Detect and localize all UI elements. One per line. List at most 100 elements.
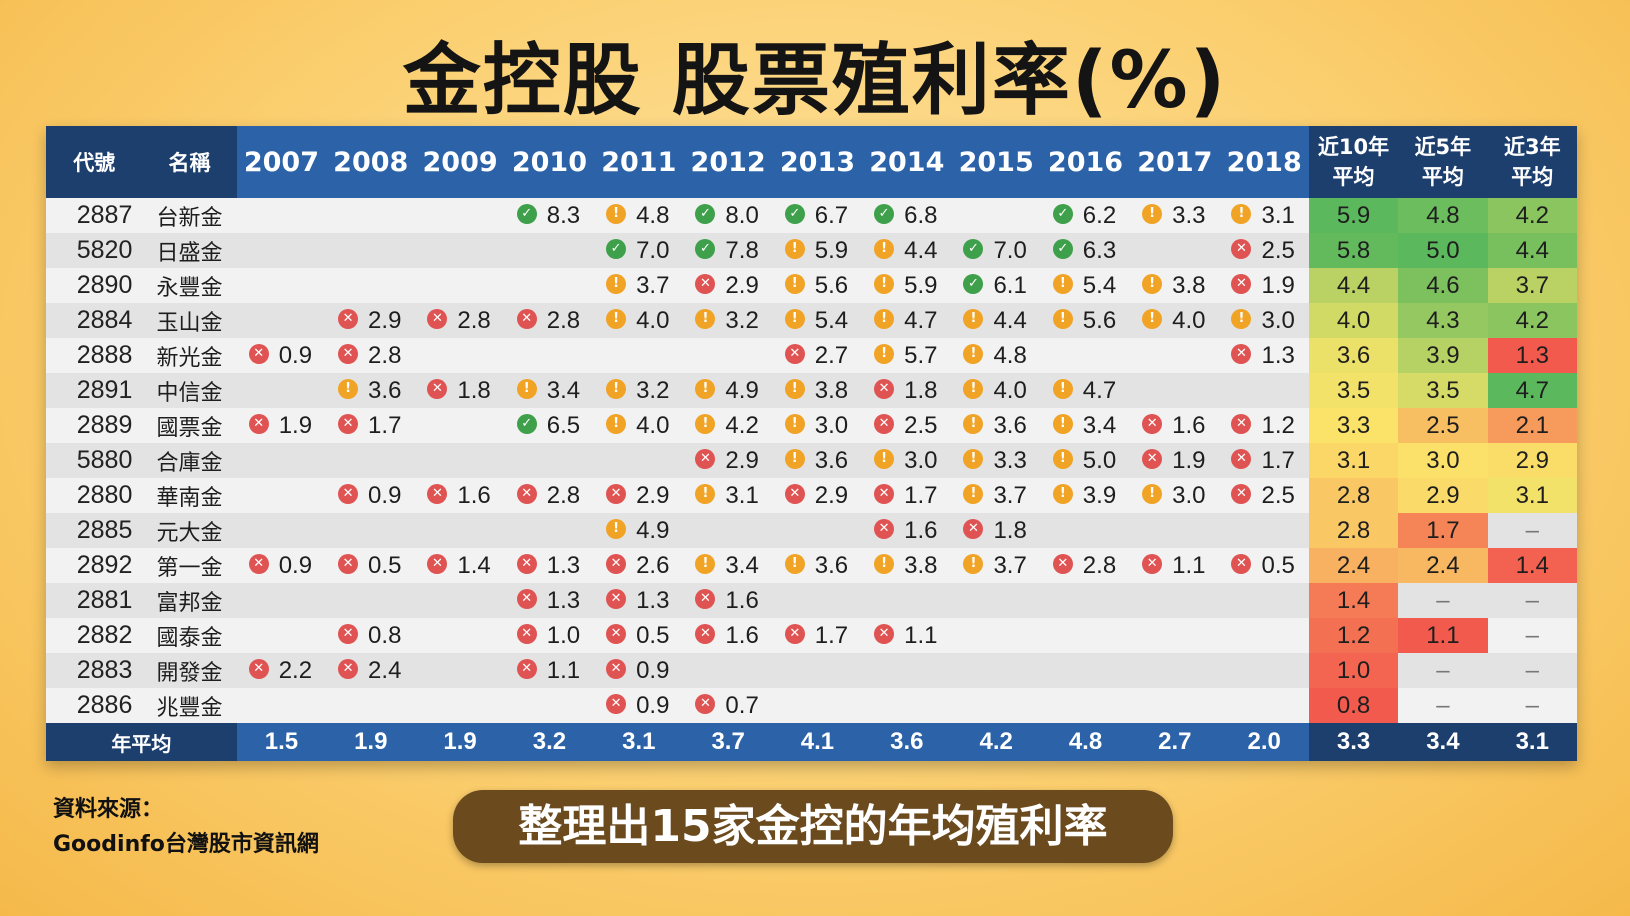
yield-cell: [415, 688, 505, 723]
yield-cell: ! 3.4: [683, 548, 773, 583]
stock-code: 2882: [46, 618, 143, 653]
yield-cell: [504, 688, 595, 723]
yield-cell: [594, 443, 684, 478]
yield-cell: ! 3.0: [862, 443, 952, 478]
stock-code: 2892: [46, 548, 143, 583]
yield-cell: [504, 338, 595, 373]
stock-code: 5880: [46, 443, 143, 478]
yield-value: 3.0: [904, 446, 938, 474]
average-cell: –: [1487, 513, 1577, 548]
yield-cell: ✕ 1.0: [504, 618, 595, 653]
yield-cell: ! 3.7: [951, 478, 1041, 513]
bad-icon: ✕: [427, 484, 448, 505]
good-icon: ✓: [963, 239, 984, 260]
yield-value: 0.5: [1261, 551, 1295, 579]
yield-cell: ✓ 7.8: [683, 233, 773, 268]
yield-cell: [326, 233, 416, 268]
table-row: 2886 兆豐金 ✕ 0.9 ✕ 0.7 0.8– –: [46, 688, 1577, 723]
bad-icon: ✕: [695, 274, 716, 295]
average-cell: 2.9: [1487, 443, 1577, 478]
average-cell: 1.1: [1398, 618, 1488, 653]
warn-icon: !: [1052, 309, 1073, 330]
yield-cell: ! 5.4: [772, 303, 863, 338]
yield-cell: ✕ 1.7: [1219, 443, 1309, 478]
stock-code: 2890: [46, 268, 143, 303]
bad-icon: ✕: [874, 379, 895, 400]
yield-value: 4.9: [725, 376, 759, 404]
yield-value: 1.6: [904, 516, 938, 544]
average-cell: 3.3: [1308, 408, 1399, 443]
yield-value: 2.8: [546, 481, 581, 509]
yield-cell: ✕ 0.5: [1219, 548, 1309, 583]
bad-icon: ✕: [606, 484, 627, 505]
yield-value: 1.3: [546, 586, 581, 614]
yield-cell: [1130, 688, 1220, 723]
yield-cell: [1219, 513, 1309, 548]
bad-icon: ✕: [1231, 274, 1252, 295]
yield-value: 1.6: [725, 586, 759, 614]
yield-value: 4.0: [636, 306, 670, 334]
stock-name: 富邦金: [142, 583, 237, 618]
yield-value: 2.5: [904, 411, 938, 439]
yield-cell: [415, 583, 505, 618]
warn-icon: !: [784, 414, 805, 435]
yield-value: 3.6: [368, 376, 402, 404]
bad-icon: ✕: [695, 694, 716, 715]
average-cell: 2.8: [1308, 513, 1399, 548]
yield-cell: ✕ 1.9: [1130, 443, 1220, 478]
yield-value: 4.8: [993, 341, 1027, 369]
yield-value: 6.1: [993, 271, 1027, 299]
yield-value: 5.7: [904, 341, 938, 369]
stock-name: 國泰金: [142, 618, 237, 653]
footer-year-average: 3.2: [504, 723, 595, 761]
average-cell: 1.2: [1308, 618, 1399, 653]
yield-cell: [862, 583, 952, 618]
yield-cell: ! 4.4: [862, 233, 952, 268]
yield-cell: ✕ 0.5: [326, 548, 416, 583]
yield-cell: [951, 618, 1041, 653]
yield-value: 3.3: [993, 446, 1027, 474]
table-row: 2880 華南金 ✕ 0.9 ✕ 1.6 ✕ 2.8 ✕ 2.9! 3.1 ✕ 2.9 ✕ 1.7! 3.7!…: [46, 478, 1577, 513]
yield-cell: ✕ 2.9: [683, 268, 773, 303]
yield-cell: ✕ 0.9: [594, 653, 684, 688]
yield-cell: ✕ 2.9: [594, 478, 684, 513]
average-cell: 1.4: [1487, 548, 1577, 583]
yield-cell: [1040, 338, 1131, 373]
yield-value: 3.9: [1082, 481, 1117, 509]
yield-cell: ! 3.7: [594, 268, 684, 303]
yield-cell: ✕ 1.6: [1130, 408, 1220, 443]
yield-cell: ! 4.0: [594, 303, 684, 338]
yield-cell: [415, 618, 505, 653]
yield-cell: ✕ 1.8: [415, 373, 505, 408]
stock-code: 2886: [46, 688, 143, 723]
yield-value: 2.9: [368, 306, 402, 334]
warn-icon: !: [695, 414, 716, 435]
yield-value: 3.0: [814, 411, 849, 439]
yield-value: 2.9: [725, 271, 759, 299]
yield-cell: ! 3.8: [772, 373, 863, 408]
yield-cell: [1040, 513, 1131, 548]
yield-cell: [951, 198, 1041, 233]
header-year: 2012: [683, 126, 773, 198]
average-cell: 4.7: [1487, 373, 1577, 408]
table-header-row: 代號 名稱 2007 2008 2009 2010 2011 2012 2013 2014 2015…: [46, 126, 1577, 198]
yield-value: 4.0: [993, 376, 1027, 404]
yield-value: 8.0: [725, 201, 759, 229]
yield-value: 2.8: [457, 306, 491, 334]
yield-cell: ! 4.0: [951, 373, 1041, 408]
yield-value: 3.8: [814, 376, 849, 404]
yield-value: 3.1: [1261, 201, 1295, 229]
yield-cell: [236, 373, 327, 408]
yield-cell: ✕ 2.8: [504, 303, 595, 338]
average-cell: –: [1487, 618, 1577, 653]
bad-icon: ✕: [248, 344, 269, 365]
yield-value: 4.7: [904, 306, 938, 334]
yield-cell: ! 4.8: [594, 198, 684, 233]
average-cell: 4.2: [1487, 303, 1577, 338]
yield-value: 6.5: [546, 411, 581, 439]
bad-icon: ✕: [516, 624, 537, 645]
header-year: 2013: [772, 126, 863, 198]
table-row: 2882 國泰金 ✕ 0.8 ✕ 1.0 ✕ 0.5 ✕ 1.6 ✕ 1.7 ✕ 1.1 1.2 1.1–: [46, 618, 1577, 653]
warn-icon: !: [606, 274, 627, 295]
yield-cell: ✕ 2.8: [504, 478, 595, 513]
